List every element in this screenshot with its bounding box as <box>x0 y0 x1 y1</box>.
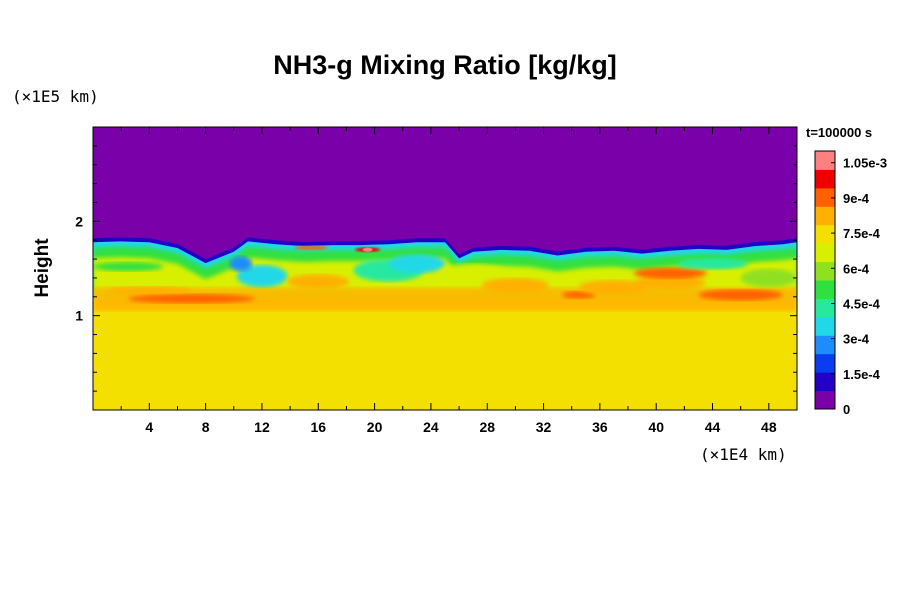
chart-title: NH3-g Mixing Ratio [kg/kg] <box>273 50 617 80</box>
field-patch-16 <box>677 258 748 270</box>
x-tick-label-28: 28 <box>479 419 495 435</box>
field-lower-layer <box>93 298 797 410</box>
time-label: t=100000 s <box>806 125 872 140</box>
field-patch-3 <box>287 274 350 290</box>
field-peak <box>362 247 373 252</box>
field-patch-15 <box>93 261 164 272</box>
field-patch-1 <box>107 286 192 294</box>
x-tick-label-4: 4 <box>145 419 153 435</box>
field-patch-14 <box>229 256 253 272</box>
x-tick-label-36: 36 <box>592 419 608 435</box>
x-tick-label-48: 48 <box>761 419 777 435</box>
field-patch-7 <box>481 277 550 294</box>
colorbar-label-3: 4.5e-4 <box>843 296 881 311</box>
colorbar-segment-12 <box>815 169 835 189</box>
x-tick-label-44: 44 <box>705 419 721 435</box>
field-patch-11 <box>633 267 707 279</box>
heatmap-field <box>93 127 797 410</box>
colorbar-segment-13 <box>815 151 835 170</box>
x-tick-label-40: 40 <box>648 419 664 435</box>
colorbar-segment-1 <box>815 372 835 392</box>
x-tick-label-20: 20 <box>367 419 383 435</box>
field-patch-6 <box>439 263 507 283</box>
field-patch-13 <box>740 268 797 288</box>
colorbar-segment-9 <box>815 224 835 244</box>
field-patch-0 <box>128 293 255 304</box>
y-tick-label-1: 1 <box>75 308 83 324</box>
colorbar-label-6: 9e-4 <box>843 191 870 206</box>
colorbar-segment-7 <box>815 261 835 281</box>
x-tick-label-16: 16 <box>310 419 326 435</box>
colorbar-segment-5 <box>815 298 835 318</box>
colorbar-segment-11 <box>815 187 835 207</box>
x-tick-label-8: 8 <box>202 419 210 435</box>
colorbar-segment-0 <box>815 390 835 410</box>
field-patch-8 <box>561 291 596 299</box>
colorbar-label-2: 3e-4 <box>843 332 870 347</box>
field-patch-5 <box>388 254 445 274</box>
y-axis-unit: (×1E5 km) <box>12 87 99 106</box>
y-axis-label: Height <box>32 238 53 298</box>
field-patch-10 <box>635 275 706 291</box>
x-tick-label-12: 12 <box>254 419 270 435</box>
field-patch-12 <box>698 289 783 301</box>
colorbar-label-5: 7.5e-4 <box>843 226 881 241</box>
x-tick-label-32: 32 <box>536 419 552 435</box>
colorbar-frame <box>814 150 836 410</box>
colorbar-label-7: 1.05e-3 <box>843 156 887 171</box>
field-max-0 <box>294 245 329 250</box>
field-patch-9 <box>578 279 650 295</box>
colorbar-segment-4 <box>815 316 835 336</box>
colorbar-segment-10 <box>815 206 835 226</box>
colorbar: 0 1.5e-4 3e-4 4.5e-4 6e-4 7.5e-4 9e-4 1.05e-3 <box>814 150 887 417</box>
x-axis-unit: (×1E4 km) <box>700 445 787 464</box>
colorbar-label-1: 1.5e-4 <box>843 367 881 382</box>
colorbar-label-4: 6e-4 <box>843 261 870 276</box>
colorbar-segment-2 <box>815 353 835 373</box>
colorbar-segment-8 <box>815 243 835 263</box>
x-tick-label-24: 24 <box>423 419 439 435</box>
field-patch-2 <box>236 264 288 288</box>
colorbar-label-0: 0 <box>843 402 850 417</box>
plot-frame <box>92 126 798 411</box>
y-tick-label-2: 2 <box>75 213 83 229</box>
colorbar-segment-3 <box>815 335 835 355</box>
colorbar-segment-6 <box>815 280 835 299</box>
